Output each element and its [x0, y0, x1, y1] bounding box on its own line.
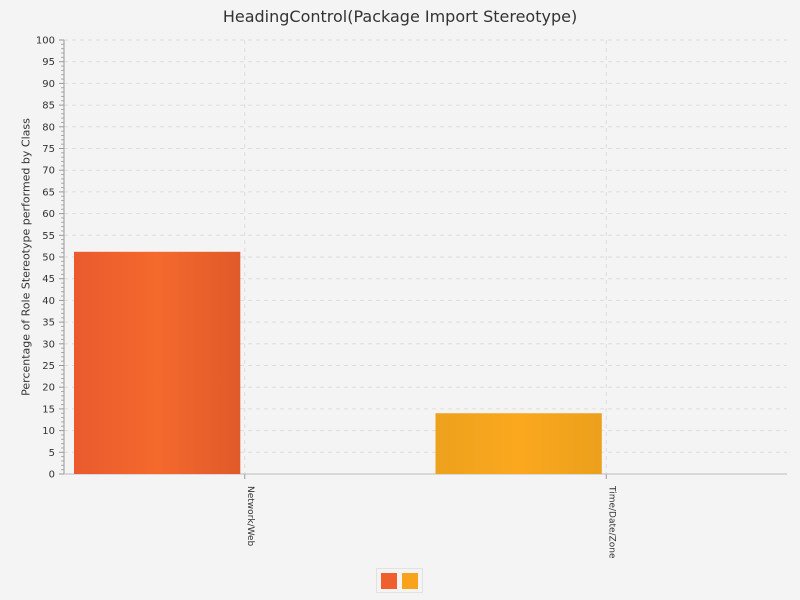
- y-tick-label: 60: [42, 209, 55, 220]
- legend-swatch: [402, 572, 418, 589]
- y-tick-label: 10: [42, 426, 55, 437]
- y-tick-label: 100: [36, 36, 55, 47]
- y-tick-label: 80: [42, 122, 55, 133]
- y-tick-label: 75: [42, 144, 55, 155]
- y-tick-label: 40: [42, 296, 55, 307]
- y-tick-label: 70: [42, 166, 55, 177]
- legend-swatch: [381, 572, 397, 589]
- y-tick-label: 15: [42, 404, 55, 415]
- y-tick-label: 85: [42, 101, 55, 112]
- y-tick-label: 35: [42, 318, 55, 329]
- chart-title: HeadingControl(Package Import Stereotype…: [222, 7, 578, 26]
- bar: [435, 413, 602, 474]
- x-tick-label: Time/Date/Zone: [606, 485, 616, 559]
- y-tick-label: 95: [42, 57, 55, 68]
- legend: [376, 568, 423, 593]
- y-tick-label: 30: [42, 339, 55, 350]
- y-tick-label: 50: [42, 253, 55, 264]
- y-tick-label: 0: [49, 470, 55, 481]
- bar: [74, 251, 241, 474]
- x-tick-label: Network/Web: [245, 486, 255, 547]
- y-tick-label: 5: [49, 448, 55, 459]
- y-tick-label: 90: [42, 79, 55, 90]
- y-tick-label: 65: [42, 187, 55, 198]
- y-tick-label: 20: [42, 383, 55, 394]
- y-tick-label: 55: [42, 231, 55, 242]
- y-tick-label: 25: [42, 361, 55, 372]
- y-tick-label: 45: [42, 274, 55, 285]
